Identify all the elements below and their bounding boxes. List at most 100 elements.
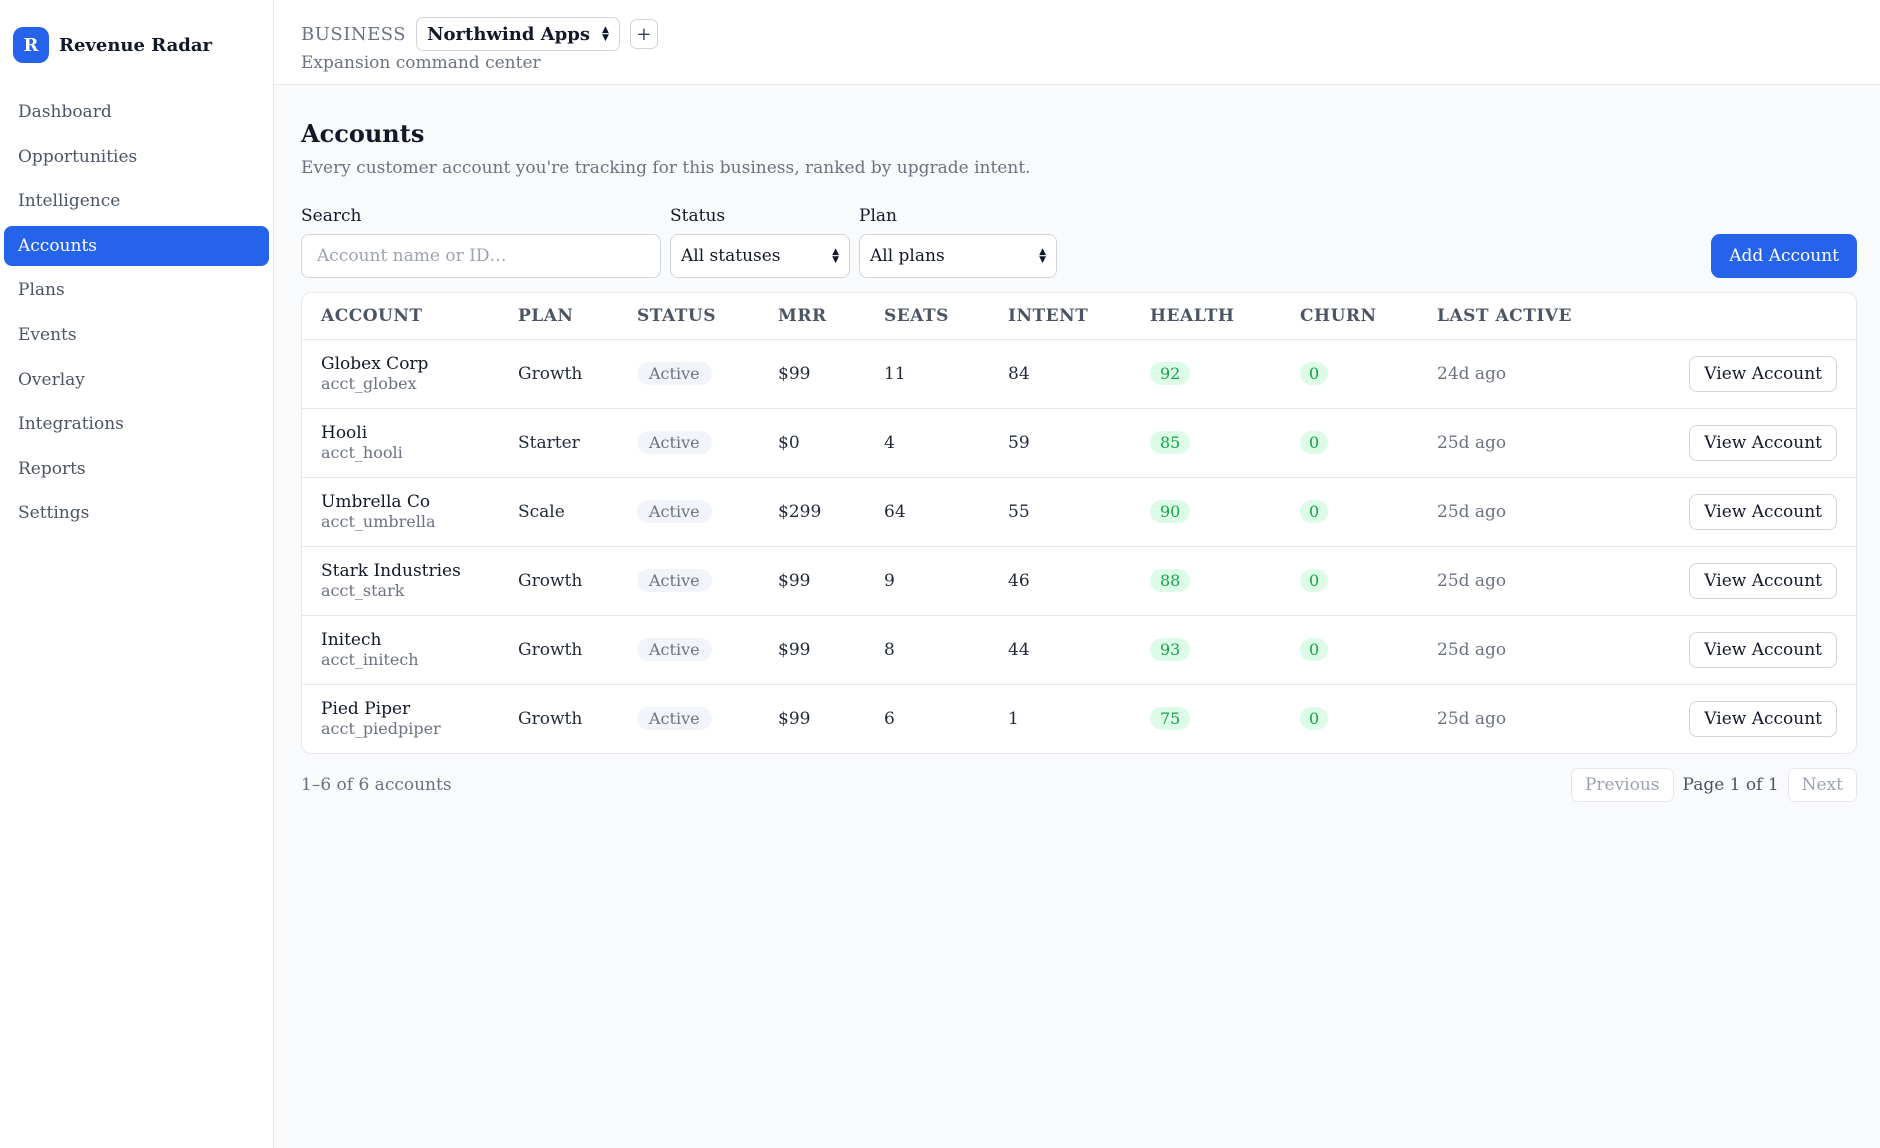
add-account-button[interactable]: Add Account (1711, 234, 1857, 278)
sidebar-item-integrations[interactable]: Integrations (18, 414, 124, 435)
view-account-button[interactable]: View Account (1689, 493, 1837, 530)
account-id: acct_initech (321, 649, 419, 669)
search-field: Search (301, 206, 661, 278)
status-cell: Active (618, 408, 759, 478)
view-account-button[interactable]: View Account (1689, 424, 1837, 461)
status-cell: Active (618, 477, 759, 547)
sidebar-item-accounts[interactable]: Accounts (4, 225, 269, 266)
chevron-up-down-icon: ▲ ▼ (1039, 247, 1046, 265)
sidebar-item-plans[interactable]: Plans (18, 280, 65, 301)
business-select[interactable]: Northwind Apps ▲ ▼ (416, 17, 620, 51)
sidebar: R Revenue Radar Dashboard Opportunities … (0, 0, 274, 1148)
last-active-cell: 25d ago (1418, 546, 1618, 616)
view-account-button[interactable]: View Account (1689, 631, 1837, 668)
account-id: acct_stark (321, 580, 405, 600)
table-row[interactable]: Pied Piper acct_piedpiper Growth Active … (302, 684, 1856, 753)
search-input[interactable] (301, 234, 661, 278)
intent-cell: 84 (989, 339, 1131, 409)
add-business-button[interactable]: + (629, 19, 658, 49)
table-row[interactable]: Hooli acct_hooli Starter Active $0 4 59 … (302, 408, 1856, 478)
pagination-info: Page 1 of 1 (1682, 775, 1779, 795)
table-row[interactable]: Globex Corp acct_globex Growth Active $9… (302, 339, 1856, 409)
brand-logo-icon: R (13, 27, 49, 63)
table-row[interactable]: Umbrella Co acct_umbrella Scale Active $… (302, 477, 1856, 547)
churn-badge: 0 (1300, 500, 1329, 523)
intent-cell: 59 (989, 408, 1131, 478)
column-header-intent[interactable]: INTENT (989, 293, 1131, 340)
column-header-plan[interactable]: PLAN (499, 293, 618, 340)
account-name: Pied Piper (321, 698, 411, 719)
status-select[interactable]: All statuses ▲ ▼ (670, 234, 850, 278)
seats-cell: 9 (865, 546, 989, 616)
plus-icon: + (636, 23, 652, 45)
plan-cell: Growth (499, 339, 618, 409)
churn-badge: 0 (1300, 569, 1329, 592)
status-badge: Active (637, 431, 712, 454)
accounts-content: Accounts Every customer account you're t… (274, 85, 1880, 802)
account-id: acct_umbrella (321, 511, 436, 531)
plan-cell: Starter (499, 408, 618, 478)
last-active-cell: 25d ago (1418, 477, 1618, 547)
actions-cell: View Account (1618, 477, 1856, 547)
sidebar-item-reports[interactable]: Reports (18, 458, 86, 479)
table-row[interactable]: Initech acct_initech Growth Active $99 8… (302, 615, 1856, 685)
seats-cell: 8 (865, 615, 989, 685)
status-badge: Active (637, 707, 712, 731)
mrr-cell: $99 (778, 708, 811, 729)
plan-select-value: All plans (870, 246, 945, 266)
business-select-value: Northwind Apps (427, 23, 590, 45)
column-header-status[interactable]: STATUS (618, 293, 759, 340)
sidebar-item-dashboard[interactable]: Dashboard (18, 102, 112, 122)
column-header-mrr[interactable]: MRR (759, 293, 865, 340)
page-subtitle: Every customer account you're tracking f… (301, 158, 1031, 178)
column-header-account[interactable]: ACCOUNT (302, 293, 499, 340)
view-account-button[interactable]: View Account (1689, 562, 1837, 599)
view-account-button[interactable]: View Account (1689, 355, 1837, 392)
last-active-cell: 25d ago (1418, 615, 1618, 685)
sidebar-item-overlay[interactable]: Overlay (18, 369, 85, 390)
plan-select[interactable]: All plans ▲ ▼ (859, 234, 1057, 278)
brand[interactable]: R Revenue Radar (4, 26, 269, 64)
account-name: Umbrella Co (321, 491, 431, 512)
mrr-cell: $99 (759, 339, 865, 409)
business-label: BUSINESS (301, 23, 407, 45)
health-cell: 88 (1131, 546, 1281, 616)
churn-cell: 0 (1281, 546, 1418, 616)
column-header-churn[interactable]: CHURN (1281, 293, 1418, 340)
churn-badge: 0 (1300, 431, 1329, 454)
churn-cell: 0 (1281, 477, 1418, 547)
sidebar-item-opportunities[interactable]: Opportunities (18, 146, 138, 167)
churn-badge: 0 (1300, 638, 1329, 661)
topbar: BUSINESS Northwind Apps ▲ ▼ + Expansion c… (274, 0, 1880, 85)
previous-page-button[interactable]: Previous (1570, 768, 1674, 802)
actions-cell: View Account (1618, 546, 1856, 616)
sidebar-nav: Dashboard Opportunities Intelligence Acc… (4, 92, 269, 533)
column-header-seats[interactable]: SEATS (865, 293, 989, 340)
health-cell: 75 (1131, 684, 1281, 753)
column-header-last-active[interactable]: LAST ACTIVE (1418, 293, 1618, 340)
intent-cell: 55 (989, 477, 1131, 547)
account-id: acct_piedpiper (321, 718, 441, 738)
account-name: Globex Corp (321, 353, 429, 374)
page-title: Accounts (301, 119, 425, 148)
last-active-cell: 25d ago (1437, 708, 1507, 729)
mrr-cell: $299 (759, 477, 865, 547)
status-cell: Active (618, 684, 759, 753)
churn-cell: 0 (1281, 684, 1418, 753)
account-name: Hooli (321, 422, 368, 443)
actions-cell: View Account (1618, 615, 1856, 685)
column-header-health[interactable]: HEALTH (1131, 293, 1281, 340)
next-page-button[interactable]: Next (1787, 768, 1857, 802)
table-row[interactable]: Stark Industries acct_stark Growth Activ… (302, 546, 1856, 616)
view-account-button[interactable]: View Account (1689, 700, 1837, 737)
search-label: Search (301, 206, 362, 226)
sidebar-item-events[interactable]: Events (18, 324, 77, 345)
column-header-actions (1618, 293, 1856, 340)
sidebar-item-settings[interactable]: Settings (18, 503, 90, 524)
status-badge: Active (637, 638, 712, 661)
seats-cell: 11 (865, 339, 989, 409)
intent-cell: 44 (989, 615, 1131, 685)
seats-cell: 6 (884, 708, 895, 729)
chevron-up-down-icon: ▲ ▼ (601, 25, 609, 43)
sidebar-item-intelligence[interactable]: Intelligence (18, 191, 121, 212)
